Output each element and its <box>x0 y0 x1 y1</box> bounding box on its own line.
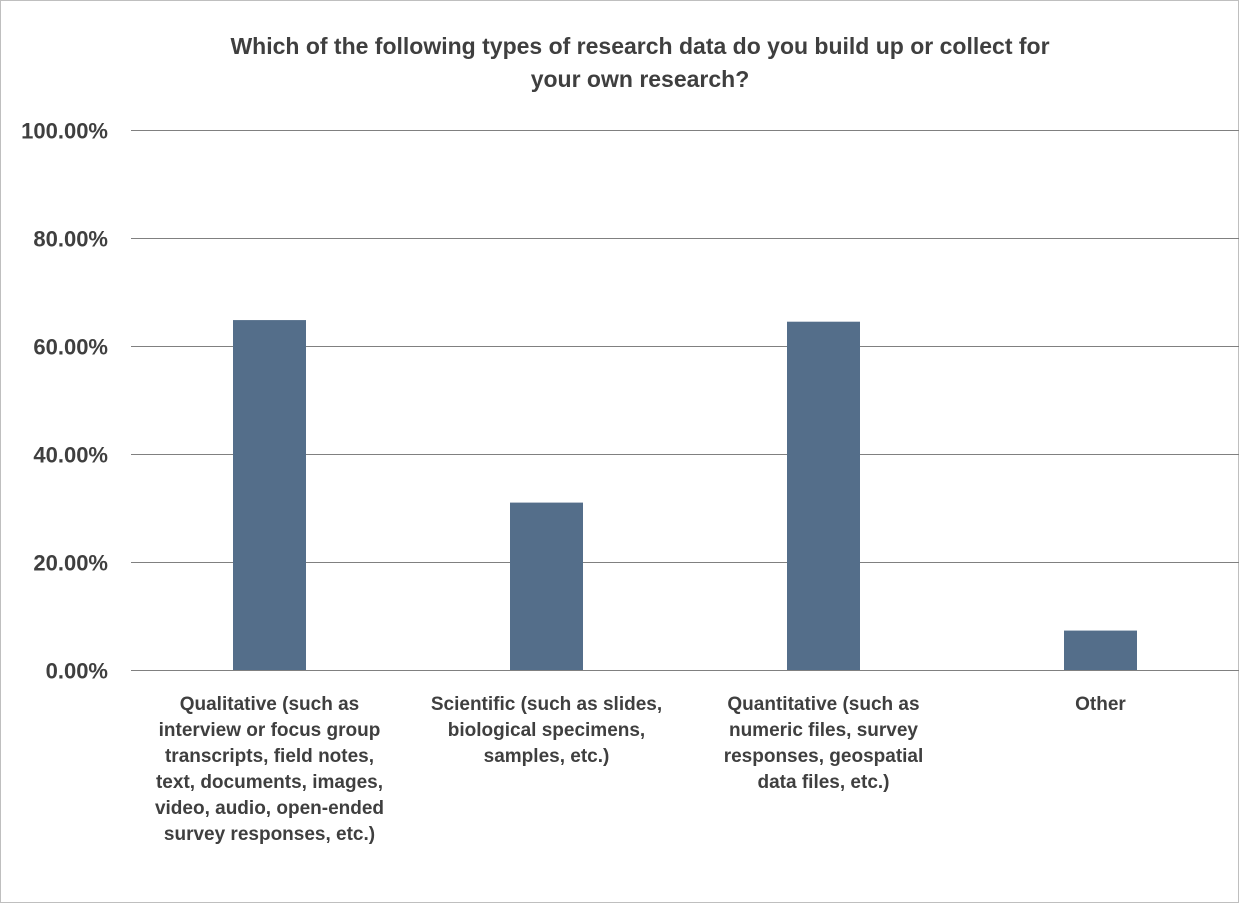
x-tick-label: Scientific (such as slides, biological sp… <box>431 694 662 767</box>
y-tick-label: 60.00% <box>33 335 108 360</box>
chart-title-line-1: Which of the following types of research… <box>230 33 1050 59</box>
y-axis-tick-labels: 0.00% 20.00% 40.00% 60.00% 80.00% 100.00% <box>21 119 108 684</box>
gridlines <box>131 130 1239 671</box>
y-tick-label: 20.00% <box>33 551 108 576</box>
x-axis-category-labels: Qualitative (such as interview or focus g… <box>155 694 1126 845</box>
y-tick-label: 80.00% <box>33 227 108 252</box>
bars <box>233 320 1137 670</box>
bar <box>510 502 583 670</box>
x-tick-label: Qualitative (such as interview or focus g… <box>155 694 384 845</box>
bar <box>233 320 306 670</box>
y-tick-label: 0.00% <box>46 659 108 684</box>
x-tick-label: Other <box>1075 694 1126 715</box>
x-tick-label: Quantitative (such as numeric files, surv… <box>724 694 924 793</box>
chart-title-line-2: your own research? <box>530 66 750 92</box>
y-tick-label: 100.00% <box>21 119 108 144</box>
y-tick-label: 40.00% <box>33 443 108 468</box>
bar <box>787 321 860 670</box>
chart-title: Which of the following types of research… <box>130 30 1150 96</box>
bar <box>1064 630 1137 670</box>
